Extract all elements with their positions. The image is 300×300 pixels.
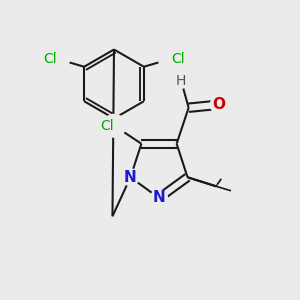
Circle shape (159, 48, 180, 70)
Text: N: N (153, 190, 165, 206)
Text: Cl: Cl (44, 52, 57, 66)
Text: N: N (124, 170, 137, 185)
Text: Cl: Cl (171, 52, 184, 66)
Circle shape (122, 169, 139, 186)
Circle shape (151, 190, 167, 206)
Text: O: O (212, 97, 225, 112)
Text: Cl: Cl (101, 119, 114, 133)
Circle shape (210, 96, 227, 113)
Text: H: H (176, 74, 186, 88)
Circle shape (48, 48, 69, 70)
Circle shape (103, 114, 126, 137)
Text: methyl: methyl (215, 184, 220, 185)
Circle shape (174, 73, 189, 88)
